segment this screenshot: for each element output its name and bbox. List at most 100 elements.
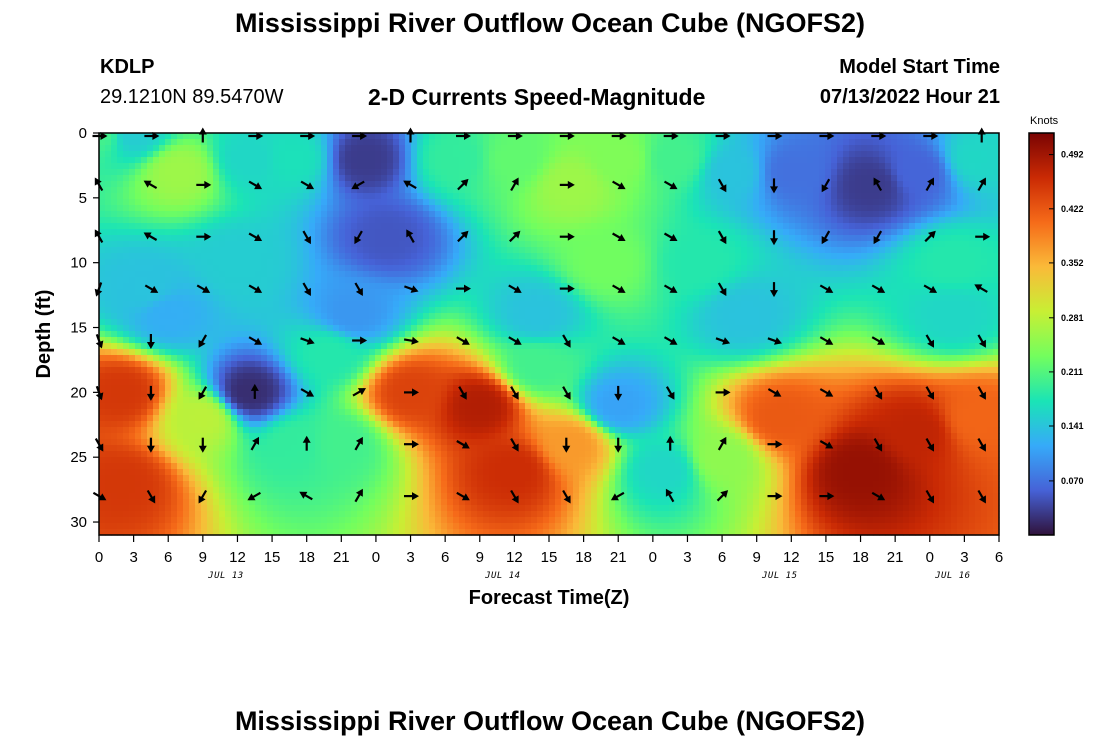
heat-cell — [195, 289, 202, 296]
heat-cell — [273, 271, 280, 278]
heat-cell — [459, 277, 466, 284]
heat-cell — [657, 199, 664, 206]
heat-cell — [927, 151, 934, 158]
heat-cell — [381, 199, 388, 206]
heat-cell — [675, 163, 682, 170]
heat-cell — [213, 301, 220, 308]
heat-cell — [891, 265, 898, 272]
heat-cell — [567, 199, 574, 206]
heat-cell — [483, 169, 490, 176]
heat-cell — [645, 295, 652, 302]
heat-cell — [141, 139, 148, 146]
heat-cell — [939, 229, 946, 236]
heat-cell — [687, 211, 694, 218]
heat-cell — [111, 307, 118, 314]
heat-cell — [945, 139, 952, 146]
heat-cell — [711, 193, 718, 200]
heat-cell — [183, 319, 190, 326]
heat-cell — [429, 301, 436, 308]
heat-cell — [963, 295, 970, 302]
heat-cell — [957, 319, 964, 326]
heat-cell — [783, 301, 790, 308]
heat-cell — [789, 307, 796, 314]
heat-cell — [549, 157, 556, 164]
heat-cell — [453, 307, 460, 314]
heat-cell — [969, 259, 976, 266]
heat-cell — [141, 265, 148, 272]
heat-cell — [693, 313, 700, 320]
heat-cell — [633, 193, 640, 200]
heat-cell — [693, 217, 700, 224]
heat-cell — [195, 139, 202, 146]
heat-cell — [639, 295, 646, 302]
heat-cell — [921, 289, 928, 296]
heat-cell — [939, 253, 946, 260]
heat-cell — [891, 169, 898, 176]
heat-cell — [459, 211, 466, 218]
heat-cell — [225, 205, 232, 212]
heat-cell — [351, 307, 358, 314]
heat-cell — [789, 253, 796, 260]
heat-cell — [417, 145, 424, 152]
heat-cell — [501, 283, 508, 290]
heat-cell — [609, 193, 616, 200]
heat-cell — [951, 259, 958, 266]
heat-cell — [873, 229, 880, 236]
heat-cell — [219, 235, 226, 242]
heat-cell — [315, 163, 322, 170]
heat-cell — [807, 163, 814, 170]
heat-cell — [249, 205, 256, 212]
heat-cell — [423, 247, 430, 254]
heat-cell — [819, 259, 826, 266]
heat-cell — [405, 277, 412, 284]
heat-cell — [189, 175, 196, 182]
heat-cell — [117, 271, 124, 278]
heat-cell — [225, 217, 232, 224]
heat-cell — [129, 301, 136, 308]
heat-cell — [237, 277, 244, 284]
heat-cell — [573, 325, 580, 332]
heat-cell — [645, 223, 652, 230]
heat-cell — [555, 313, 562, 320]
heat-cell — [579, 163, 586, 170]
heat-cell — [465, 151, 472, 158]
heat-cell — [591, 295, 598, 302]
heat-cell — [885, 175, 892, 182]
heat-cell — [807, 259, 814, 266]
heat-cell — [249, 145, 256, 152]
heat-cell — [615, 283, 622, 290]
heat-cell — [339, 139, 346, 146]
heat-cell — [729, 253, 736, 260]
heat-cell — [795, 307, 802, 314]
heat-cell — [189, 211, 196, 218]
heat-cell — [639, 289, 646, 296]
heat-cell — [969, 133, 976, 140]
heat-cell — [333, 181, 340, 188]
heat-cell — [915, 157, 922, 164]
heat-cell — [129, 199, 136, 206]
heat-cell — [621, 139, 628, 146]
heat-cell — [939, 145, 946, 152]
heat-cell — [825, 301, 832, 308]
heat-cell — [495, 163, 502, 170]
heat-cell — [447, 169, 454, 176]
heat-cell — [177, 211, 184, 218]
heat-cell — [681, 313, 688, 320]
heat-cell — [933, 187, 940, 194]
heat-cell — [633, 307, 640, 314]
heat-cell — [513, 145, 520, 152]
heat-cell — [585, 133, 592, 140]
heat-cell — [555, 223, 562, 230]
heat-cell — [903, 169, 910, 176]
heat-cell — [249, 199, 256, 206]
heat-cell — [543, 181, 550, 188]
heat-cell — [981, 229, 988, 236]
heat-cell — [741, 319, 748, 326]
heat-cell — [891, 187, 898, 194]
heat-cell — [669, 301, 676, 308]
heat-cell — [159, 307, 166, 314]
heat-cell — [891, 163, 898, 170]
heat-cell — [285, 277, 292, 284]
heat-cell — [897, 229, 904, 236]
heat-cell — [741, 157, 748, 164]
